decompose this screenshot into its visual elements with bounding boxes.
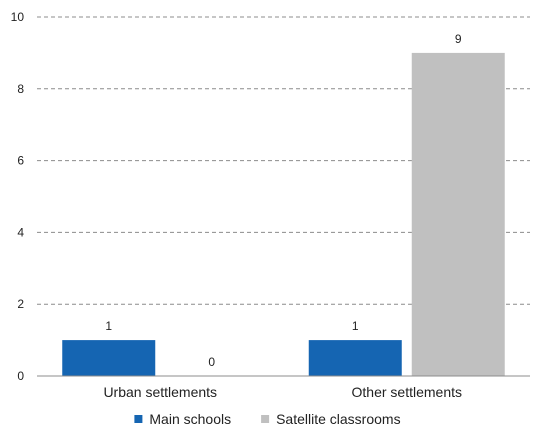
- bars: [62, 52, 505, 377]
- y-tick-label: 6: [17, 154, 24, 168]
- y-axis-tick-labels: 0 2 4 6 8 10: [11, 10, 25, 383]
- bar-main-schools-2: [308, 340, 402, 376]
- data-label: 1: [352, 319, 359, 333]
- y-tick-label: 4: [17, 225, 24, 239]
- legend-label: Main schools: [149, 411, 231, 427]
- data-label: 9: [455, 32, 462, 46]
- legend-label: Satellite classrooms: [276, 411, 401, 427]
- data-label: 0: [208, 355, 215, 369]
- bar-satellite-classrooms-2: [411, 52, 505, 377]
- y-tick-label: 10: [11, 10, 25, 24]
- data-label: 1: [105, 319, 112, 333]
- y-tick-label: 2: [17, 297, 24, 311]
- x-axis-category-labels: Urban settlements Other settlements: [103, 384, 462, 400]
- legend-swatch-main-schools: [134, 415, 143, 423]
- y-tick-label: 0: [17, 369, 24, 383]
- bar-main-schools-1: [62, 340, 156, 376]
- x-category-label: Urban settlements: [103, 384, 217, 400]
- gridlines: [37, 16, 530, 305]
- legend: Main schools Satellite classrooms: [134, 411, 401, 427]
- x-category-label: Other settlements: [352, 384, 463, 400]
- legend-swatch-satellite-classrooms: [261, 415, 270, 423]
- y-tick-label: 8: [17, 82, 24, 96]
- data-labels: 1 0 1 9: [105, 32, 462, 369]
